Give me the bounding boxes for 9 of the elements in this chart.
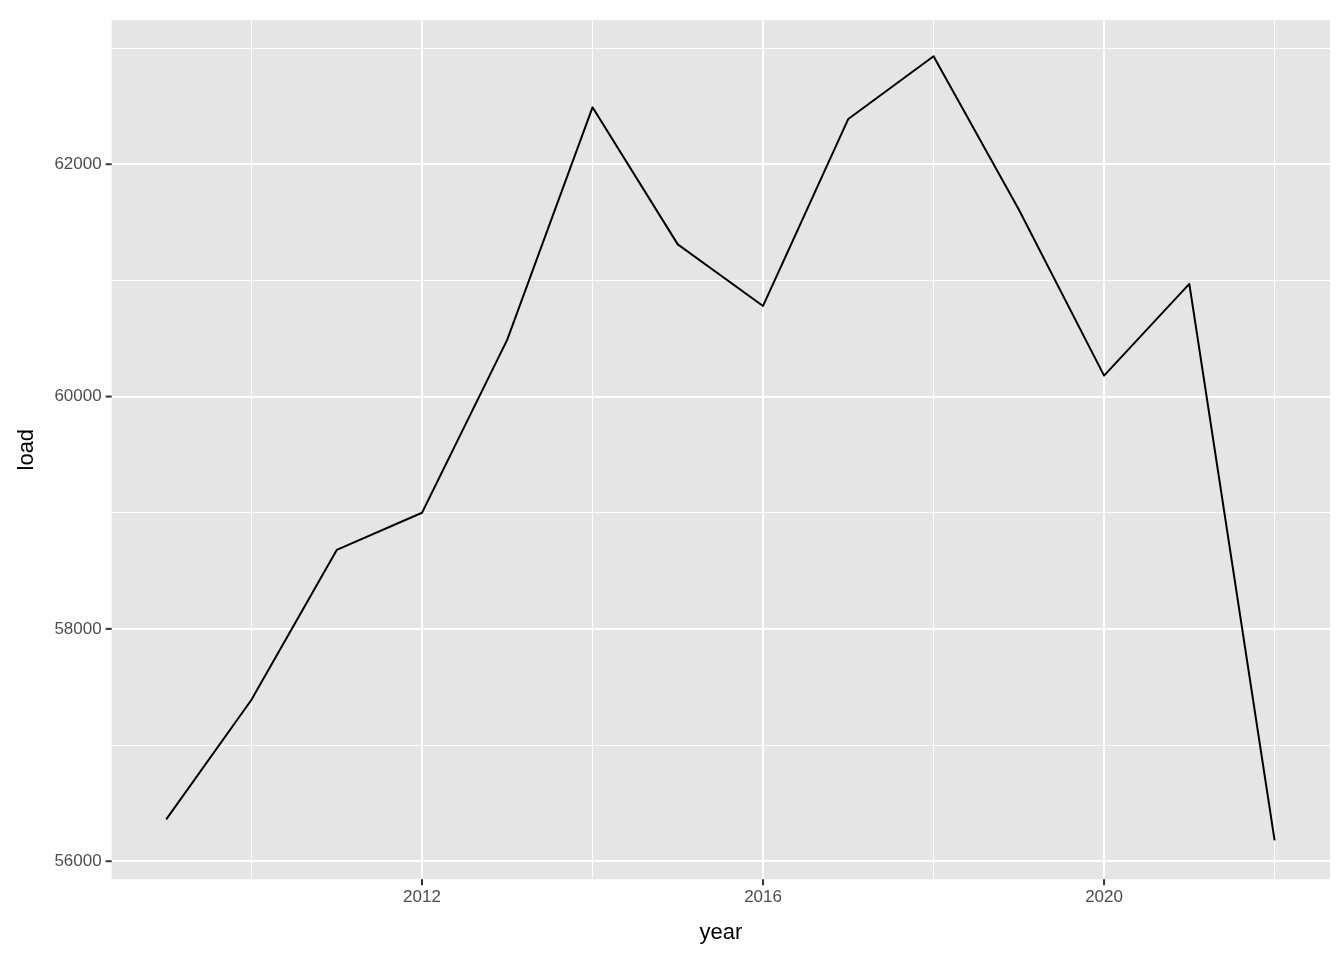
y-axis-title: load [13,428,39,471]
x-tick-label: 2012 [403,887,441,907]
y-tick-label: 56000 [54,850,102,870]
y-tick-label: 62000 [54,153,102,173]
x-tick-label: 2020 [1085,887,1123,907]
y-tick-label: 58000 [54,618,102,638]
x-axis-title: year [699,918,743,944]
x-tick-label: 2016 [744,887,782,907]
y-tick-label: 60000 [54,386,102,406]
